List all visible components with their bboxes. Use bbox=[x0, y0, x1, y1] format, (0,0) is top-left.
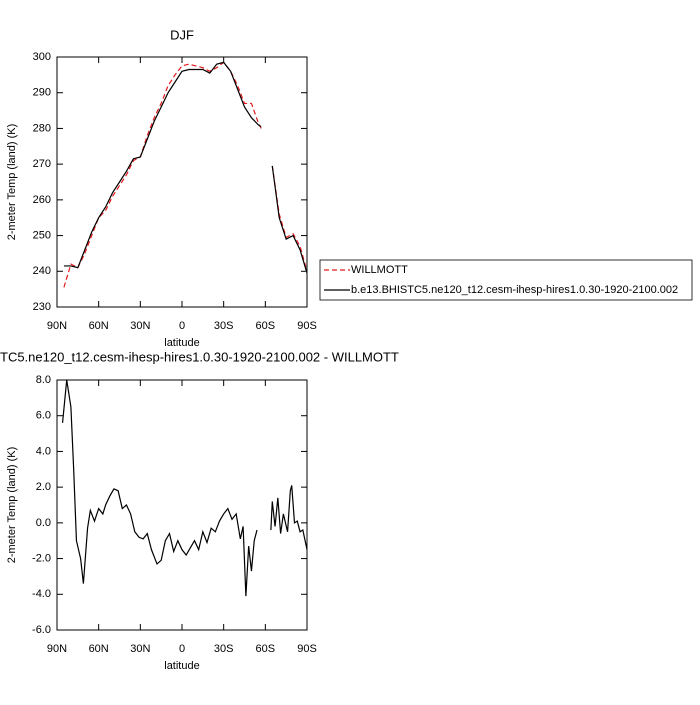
x-tick-label: 30N bbox=[130, 320, 150, 332]
legend-label: b.e13.BHISTC5.ne120_t12.cesm-ihesp-hires… bbox=[351, 284, 678, 296]
x-tick-label: 90N bbox=[47, 643, 67, 655]
y-tick-label: 300 bbox=[33, 51, 51, 63]
y-tick-label: 0.0 bbox=[36, 517, 51, 529]
chart-title: TC5.ne120_t12.cesm-ihesp-hires1.0.30-192… bbox=[0, 349, 399, 364]
y-tick-label: 6.0 bbox=[36, 410, 51, 422]
x-tick-label: 90S bbox=[297, 643, 317, 655]
x-tick-label: 30N bbox=[130, 643, 150, 655]
legend-label: WILLMOTT bbox=[351, 264, 408, 276]
x-tick-label: 60S bbox=[256, 643, 276, 655]
x-tick-label: 30S bbox=[214, 320, 234, 332]
x-tick-label: 0 bbox=[179, 643, 185, 655]
plot-frame bbox=[56, 56, 308, 308]
y-axis-label: 2-meter Temp (land) (K) bbox=[6, 447, 18, 564]
x-tick-label: 60N bbox=[89, 643, 109, 655]
data-line bbox=[63, 61, 308, 274]
y-tick-label: -4.0 bbox=[32, 588, 51, 600]
y-axis-label: 2-meter Temp (land) (K) bbox=[6, 124, 18, 241]
x-tick-label: 0 bbox=[179, 320, 185, 332]
y-tick-label: 8.0 bbox=[36, 374, 51, 386]
chart-title: DJF bbox=[170, 27, 194, 42]
data-line bbox=[61, 379, 308, 597]
y-tick-label: 290 bbox=[33, 87, 51, 99]
y-tick-label: 260 bbox=[33, 194, 51, 206]
legend-box bbox=[319, 259, 693, 301]
x-tick-label: 60S bbox=[256, 320, 276, 332]
x-tick-label: 30S bbox=[214, 643, 234, 655]
x-axis-label: latitude bbox=[164, 660, 199, 672]
y-tick-label: 240 bbox=[33, 265, 51, 277]
x-tick-label: 60N bbox=[89, 320, 109, 332]
x-axis-label: latitude bbox=[164, 337, 199, 349]
y-tick-label: 230 bbox=[33, 301, 51, 313]
x-tick-label: 90S bbox=[297, 320, 317, 332]
data-line bbox=[63, 61, 308, 288]
x-tick-label: 90N bbox=[47, 320, 67, 332]
y-tick-label: 2.0 bbox=[36, 481, 51, 493]
y-tick-label: 270 bbox=[33, 158, 51, 170]
y-tick-label: 250 bbox=[33, 229, 51, 241]
y-tick-label: -6.0 bbox=[32, 624, 51, 636]
y-tick-label: 4.0 bbox=[36, 445, 51, 457]
plot-frame bbox=[56, 379, 308, 631]
y-tick-label: 280 bbox=[33, 122, 51, 134]
y-tick-label: -2.0 bbox=[32, 552, 51, 564]
